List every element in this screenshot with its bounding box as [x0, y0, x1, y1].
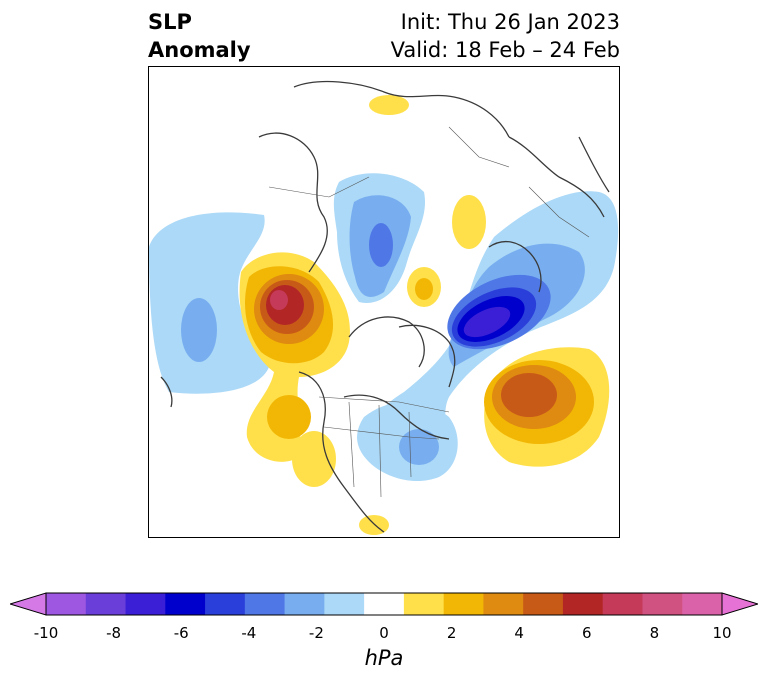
- colorbar-bin: [682, 593, 723, 615]
- colorbar-tick-label: -4: [241, 624, 257, 642]
- colorbar-bin: [125, 593, 166, 615]
- colorbar-tick-label: 2: [446, 624, 457, 642]
- colorbar-tick-label: -10: [33, 624, 59, 642]
- colorbar-unit: hPa: [364, 646, 404, 670]
- borders: [268, 126, 590, 498]
- colorbar: [10, 592, 758, 616]
- init-date: Init: Thu 26 Jan 2023: [400, 10, 620, 34]
- colorbar-tick-label: 6: [582, 624, 592, 642]
- colorbar-tick-label: -2: [308, 624, 324, 642]
- greenland-high-core: [415, 278, 433, 300]
- colorbar-tick-label: -6: [173, 624, 189, 642]
- colorbar-bin: [364, 593, 405, 615]
- southwest-high: [292, 431, 336, 487]
- colorbar-tick-label: 10: [712, 624, 732, 642]
- anomaly-map: [148, 66, 620, 538]
- colorbar-bin: [244, 593, 286, 615]
- colorbar-bin: [523, 593, 564, 615]
- atlantic-low-core: [463, 306, 511, 338]
- colorbar-bin: [483, 593, 524, 615]
- colorbar-tick-label: -8: [106, 624, 122, 642]
- colorbar-bin: [642, 593, 683, 615]
- colorbar-bin: [85, 593, 127, 615]
- colorbar-bin: [284, 593, 325, 615]
- map-canvas: [149, 80, 619, 535]
- pacific-low-core: [181, 298, 217, 362]
- colorbar-bin: [46, 593, 87, 615]
- colorbar-tick-label: 0: [379, 624, 389, 642]
- colorbar-bin: [602, 593, 643, 615]
- forecast-dates: Init: Thu 26 Jan 2023 Valid: 18 Feb – 24…: [391, 8, 620, 64]
- colorbar-extend-min: [10, 592, 47, 616]
- west-coast-high-core: [270, 290, 288, 310]
- mexico-high: [359, 515, 389, 535]
- colorbar-bin: [205, 593, 246, 615]
- colorbar-bin: [443, 593, 484, 615]
- valid-period: Valid: 18 Feb – 24 Feb: [390, 38, 620, 62]
- colorbar-bin: [403, 593, 445, 615]
- coastlines: [160, 80, 610, 533]
- colorbar-bin: [165, 593, 206, 615]
- title-line-2: Anomaly: [148, 38, 251, 62]
- colorbar-bin: [324, 593, 365, 615]
- baja-high: [267, 395, 311, 439]
- arctic-high-center: [452, 195, 486, 249]
- colorbar-tick-label: 8: [649, 624, 660, 642]
- canada-low-core: [369, 223, 393, 267]
- arctic-high-north: [369, 95, 409, 115]
- east-atlantic-high-core: [501, 373, 557, 417]
- na-low-core: [399, 429, 439, 465]
- colorbar-bin: [562, 593, 604, 615]
- colorbar-tick-label: 4: [514, 624, 524, 642]
- pacific-low-outer: [149, 212, 269, 394]
- colorbar-extend-max: [721, 592, 758, 616]
- map-title: SLP Anomaly: [148, 8, 251, 64]
- title-line-1: SLP: [148, 10, 192, 34]
